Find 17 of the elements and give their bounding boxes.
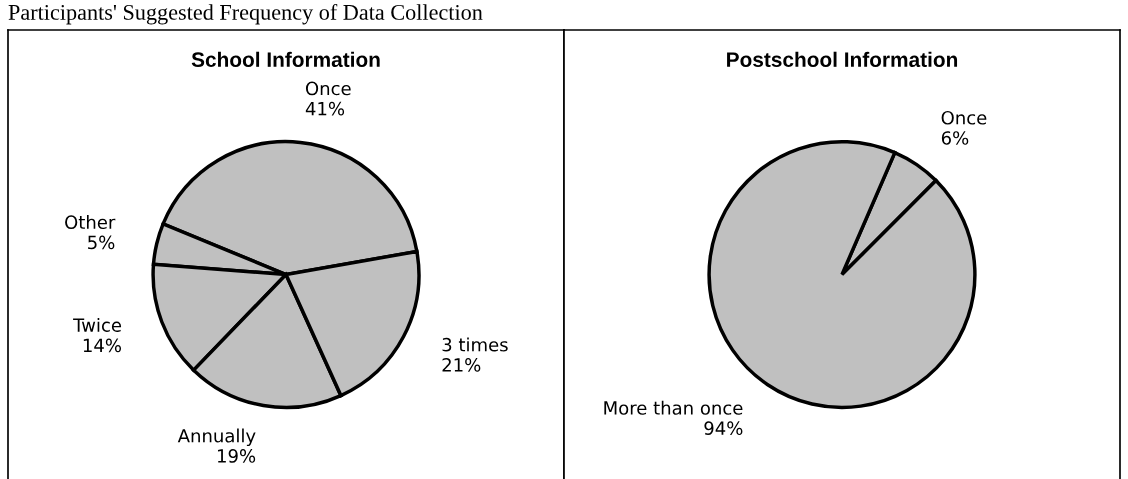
data-label: 94% [704, 421, 743, 435]
slice-label: More than once [604, 400, 743, 415]
slice-label: Annually [177, 428, 256, 447]
slice-label: Once [305, 81, 351, 96]
data-label: 41% [305, 101, 345, 116]
slice-label: Twice [73, 318, 122, 332]
slice-label: Other [65, 215, 116, 230]
data-label: 5% [88, 235, 115, 250]
data-label: 6% [941, 131, 969, 145]
data-label: 19% [217, 449, 256, 463]
text: Participants' Suggested Frequency of Data Collection [8, 4, 483, 25]
chart-title: Postschool Information [727, 51, 958, 68]
slice-label: 3 times [442, 337, 508, 352]
data-label: 21% [442, 358, 481, 372]
slice-label: Once [941, 110, 987, 125]
data-label: 14% [83, 338, 121, 353]
chart-title: School Information [191, 51, 380, 68]
